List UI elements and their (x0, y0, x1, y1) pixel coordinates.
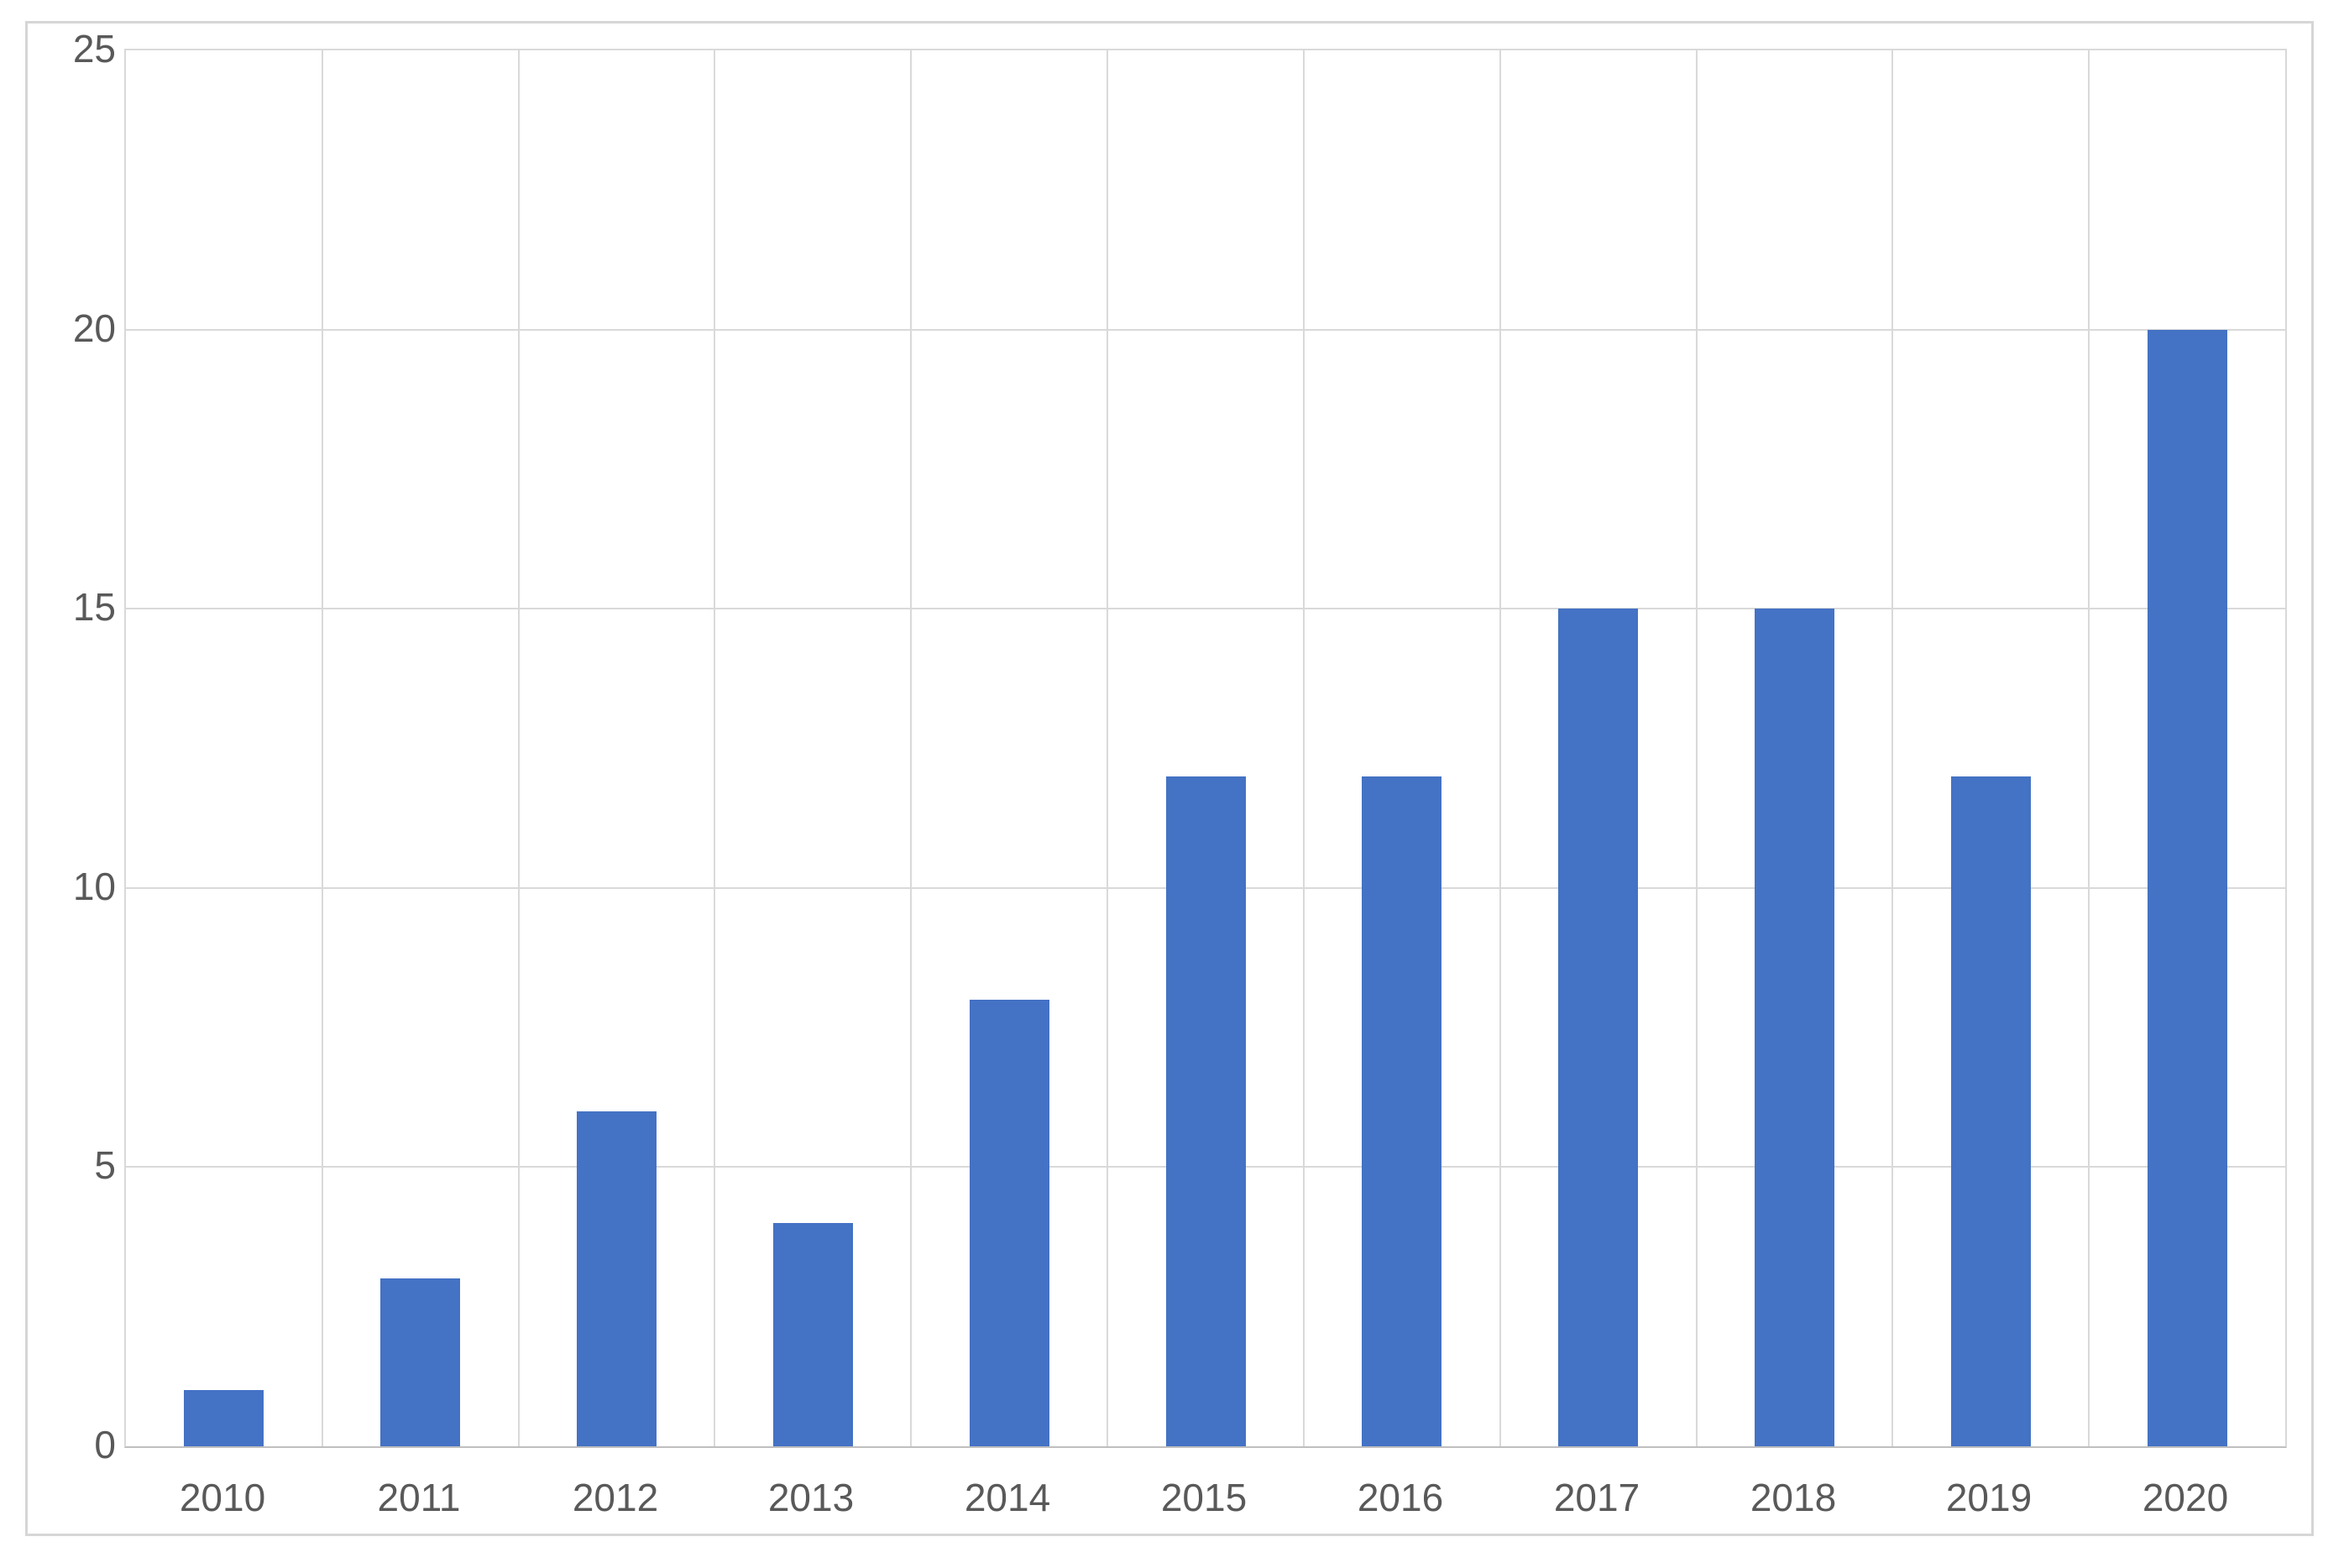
bar-2015 (1166, 776, 1246, 1446)
x-axis-tick-label: 2016 (1357, 1476, 1444, 1519)
bar-2019 (1951, 776, 2031, 1446)
x-axis-tick-label: 2018 (1750, 1476, 1837, 1519)
y-axis-tick-label: 0 (94, 1423, 116, 1466)
bar-2017 (1558, 609, 1638, 1446)
vertical-gridline (1499, 50, 1501, 1446)
vertical-gridline (1696, 50, 1698, 1446)
x-axis-tick-label: 2017 (1553, 1476, 1640, 1519)
bar-2011 (380, 1278, 460, 1446)
vertical-gridline (1891, 50, 1893, 1446)
bar-2014 (970, 1000, 1049, 1446)
horizontal-gridline (126, 329, 2285, 331)
x-axis-tick-label: 2012 (572, 1476, 659, 1519)
y-axis-tick-label: 20 (72, 306, 116, 350)
y-axis-tick-label: 10 (72, 865, 116, 908)
x-axis-tick-label: 2019 (1945, 1476, 2033, 1519)
x-axis-tick-label: 2013 (767, 1476, 855, 1519)
vertical-gridline (910, 50, 912, 1446)
y-axis-tick-label: 25 (72, 27, 116, 71)
vertical-gridline (1303, 50, 1305, 1446)
bar-2010 (184, 1390, 264, 1446)
vertical-gridline (2088, 50, 2090, 1446)
plot-area (124, 49, 2287, 1448)
vertical-gridline (714, 50, 715, 1446)
chart-frame: 0 5 10 15 20 25 2010 2011 2012 2013 2014 2015 2016 2… (25, 21, 2314, 1536)
bar-2012 (577, 1111, 657, 1446)
vertical-gridline (322, 50, 323, 1446)
x-axis-tick-label: 2015 (1160, 1476, 1248, 1519)
bar-2018 (1755, 609, 1834, 1446)
vertical-gridline (518, 50, 520, 1446)
x-axis-tick-label: 2014 (964, 1476, 1051, 1519)
x-axis-tick-label: 2011 (377, 1476, 461, 1519)
vertical-gridline (1107, 50, 1108, 1446)
bar-2013 (773, 1223, 853, 1446)
bar-2020 (2148, 330, 2227, 1446)
y-axis-tick-label: 15 (72, 585, 116, 629)
horizontal-gridline (126, 608, 2285, 609)
x-axis-tick-label: 2020 (2142, 1476, 2229, 1519)
y-axis-tick-label: 5 (94, 1143, 116, 1187)
bar-2016 (1362, 776, 1441, 1446)
x-axis-tick-label: 2010 (179, 1476, 266, 1519)
